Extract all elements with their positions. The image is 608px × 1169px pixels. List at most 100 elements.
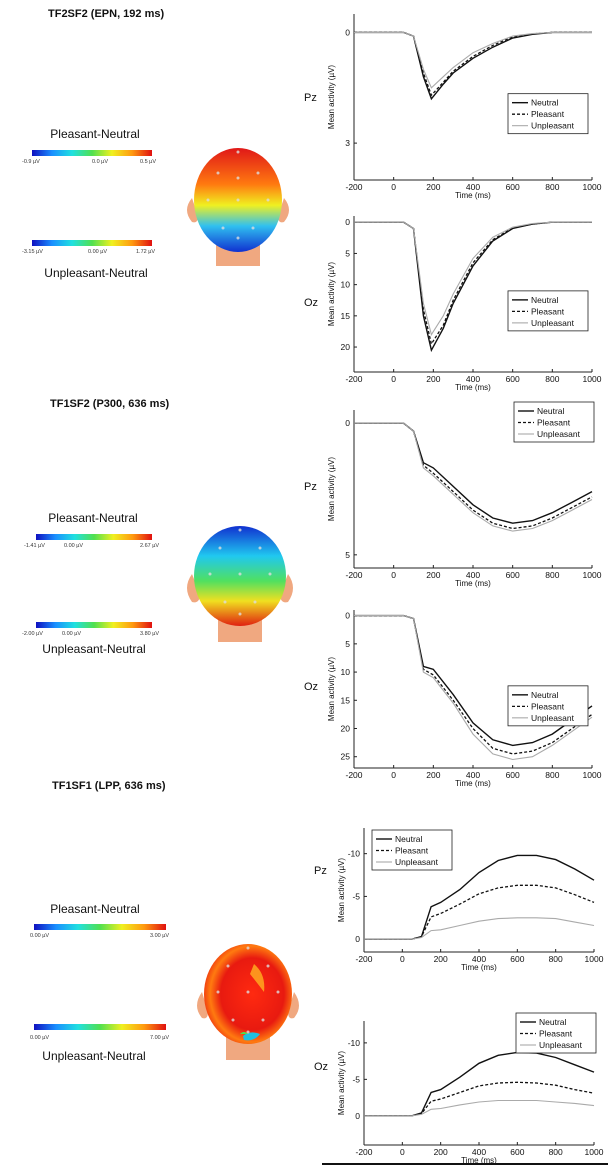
legend-label: Neutral [539,1017,567,1027]
x-tick-label: 0 [400,1147,405,1157]
channel-label: Oz [304,681,318,693]
x-tick-label: 0 [400,954,405,964]
x-axis-label: Time (ms) [461,963,497,972]
legend-label: Pleasant [531,306,565,316]
series-line-neutral [354,31,592,101]
colorbar [36,534,152,540]
y-tick-label: -5 [352,1074,360,1084]
legend-label: Unpleasant [537,429,581,439]
y-axis-label: Mean activity (µV) [327,65,336,130]
legend-label: Unpleasant [531,713,575,723]
legend-label: Pleasant [537,418,571,428]
colorbar [34,1024,166,1030]
series-line-pleasant [364,884,595,940]
y-tick-label: -5 [352,891,360,901]
legend-label: Unpleasant [531,121,575,131]
colorbar-tick: -3.15 µV [22,249,43,255]
series-line-unpleasant [354,221,592,336]
y-tick-label: -10 [348,849,361,859]
legend-label: Pleasant [539,1029,573,1039]
colorbar-title: Unpleasant-Neutral [44,266,148,280]
x-tick-label: 400 [466,374,480,384]
x-tick-label: 800 [545,374,559,384]
channel-label: Pz [304,92,317,104]
channel-label: Pz [304,481,317,493]
legend-label: Neutral [531,98,559,108]
erp-chart-pz: -200 0 200 400 600 800 1000 0 3 Time (ms) Mean act… [304,14,602,200]
x-tick-label: 1000 [583,770,602,780]
erp-chart-oz: -200 0 200 400 600 800 1000 0 5 10 15 20 Time (ms) Me… [304,216,602,392]
colorbar-tick: 3.80 µV [140,631,160,637]
x-tick-label: -200 [355,1147,372,1157]
x-tick-label: 400 [472,954,486,964]
x-tick-label: 600 [506,570,520,580]
y-tick-label: 10 [341,280,351,290]
x-tick-label: 600 [506,770,520,780]
x-tick-label: 400 [466,770,480,780]
colorbar [34,924,166,930]
legend-box [507,93,589,135]
colorbar-tick: -0.9 µV [22,159,40,165]
series-line-unpleasant [364,917,595,940]
x-tick-label: 1000 [583,182,602,192]
legend-box [513,401,595,443]
series-line-pleasant [354,31,592,97]
section-title: TF1SF1 (LPP, 636 ms) [52,780,166,792]
x-tick-label: 400 [466,570,480,580]
legend-label: Neutral [537,406,565,416]
x-tick-label: 600 [506,374,520,384]
channel-label: Pz [314,865,327,877]
y-axis-label: Mean activity (µV) [327,262,336,327]
x-tick-label: 600 [506,182,520,192]
y-axis-label: Mean activity (µV) [337,858,346,923]
colorbar-title: Unpleasant-Neutral [42,1049,146,1063]
x-tick-label: 200 [434,1147,448,1157]
y-tick-label: 0 [355,1111,360,1121]
x-tick-label: -200 [345,182,362,192]
colorbar [32,150,152,156]
y-tick-label: 15 [341,695,351,705]
legend-label: Unpleasant [395,857,439,867]
y-tick-label: 0 [345,27,350,37]
y-tick-label: 10 [341,667,351,677]
y-tick-label: 15 [341,311,351,321]
x-axis-label: Time (ms) [455,779,491,788]
x-axis-label: Time (ms) [455,191,491,200]
x-tick-label: 200 [426,570,440,580]
x-axis-label: Time (ms) [461,1156,497,1165]
erp-chart-oz: -200 0 200 400 600 800 1000 -10 -5 0 Time (ms) Mean… [314,1012,604,1165]
colorbar-tick: 3.00 µV [150,933,170,939]
y-tick-label: 3 [345,138,350,148]
y-tick-label: 5 [345,248,350,258]
erp-chart-pz: -200 0 200 400 600 800 1000 -10 -5 0 Time (ms) Mean… [314,828,604,972]
colorbar-tick: 7.00 µV [150,1035,170,1041]
colorbar-title: Pleasant-Neutral [50,902,140,916]
x-tick-label: 800 [549,954,563,964]
legend-label: Pleasant [395,846,429,856]
x-axis-label: Time (ms) [455,383,491,392]
y-axis-label: Mean activity (µV) [327,457,336,522]
x-tick-label: 1000 [585,954,604,964]
colorbar-title: Pleasant-Neutral [48,511,138,525]
legend-box [507,685,589,727]
y-tick-label: 0 [345,418,350,428]
colorbar [32,240,152,246]
y-axis-label: Mean activity (µV) [337,1051,346,1116]
x-tick-label: 600 [510,954,524,964]
x-tick-label: 800 [549,1147,563,1157]
y-tick-label: -10 [348,1038,361,1048]
channel-label: Oz [304,297,318,309]
scalp-map-head [197,944,299,1060]
x-tick-label: 0 [391,374,396,384]
legend-label: Pleasant [531,701,565,711]
colorbar-tick: 0.00 µV [64,543,84,549]
y-tick-label: 5 [345,639,350,649]
y-tick-label: 20 [341,342,351,352]
x-tick-label: 400 [466,182,480,192]
